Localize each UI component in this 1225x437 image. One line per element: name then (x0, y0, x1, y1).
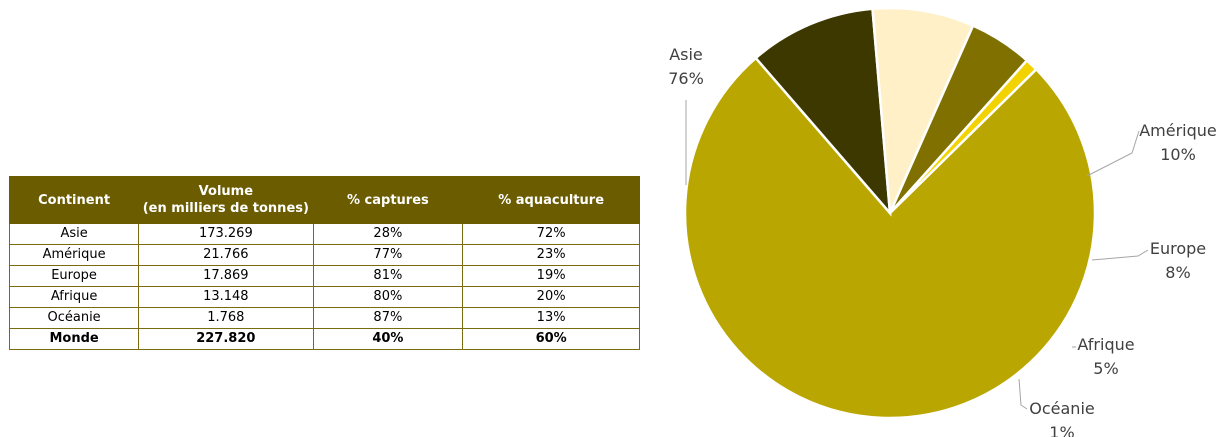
header-captures: % captures (312, 176, 464, 224)
leader-line (1086, 130, 1140, 177)
leader-line (1018, 378, 1028, 410)
header-volume: Volume (en milliers de tonnes) (138, 176, 314, 224)
cell-aquaculture: 60% (462, 328, 640, 350)
cell-aquaculture: 13% (462, 307, 640, 329)
slice-label-asie: Asie (669, 45, 703, 64)
cell-continent: Asie (8, 223, 140, 245)
cell-volume: 17.869 (138, 265, 314, 287)
cell-continent: Amérique (8, 244, 140, 266)
header-continent: Continent (8, 176, 140, 224)
cell-volume: 1.768 (138, 307, 314, 329)
cell-volume: 227.820 (138, 328, 314, 350)
slice-value-europe: 8% (1165, 263, 1190, 282)
slice-label-ocanie: Océanie (1029, 399, 1094, 418)
pie-slice-ocanie (889, 58, 1038, 214)
cell-captures: 81% (312, 265, 464, 287)
pie-slice-amrique (754, 7, 892, 217)
table-total-row: Monde 227.820 40% 60% (8, 328, 640, 350)
data-table: Continent Volume (en milliers de tonnes)… (8, 176, 640, 350)
cell-continent: Afrique (8, 286, 140, 308)
slice-label-amrique: Amérique (1139, 121, 1217, 140)
slice-value-ocanie: 1% (1049, 423, 1074, 437)
table-row: Afrique 13.148 80% 20% (8, 286, 640, 308)
slice-value-afrique: 5% (1093, 359, 1118, 378)
header-volume-unit: (en milliers de tonnes) (142, 201, 309, 216)
leader-line (1091, 249, 1149, 261)
header-volume-label: Volume (198, 184, 254, 199)
slice-value-amrique: 10% (1160, 145, 1196, 164)
table-header-row: Continent Volume (en milliers de tonnes)… (8, 176, 640, 224)
slice-label-europe: Europe (1150, 239, 1206, 258)
table-row: Amérique 21.766 77% 23% (8, 244, 640, 266)
pie-slice-asie (683, 56, 1097, 420)
slice-label-afrique: Afrique (1077, 335, 1134, 354)
header-aquaculture: % aquaculture (462, 176, 640, 224)
slice-value-asie: 76% (668, 69, 704, 88)
pie-slice-europe (871, 6, 975, 214)
table-row: Asie 173.269 28% 72% (8, 223, 640, 245)
cell-continent: Europe (8, 265, 140, 287)
table-row: Europe 17.869 81% 19% (8, 265, 640, 287)
